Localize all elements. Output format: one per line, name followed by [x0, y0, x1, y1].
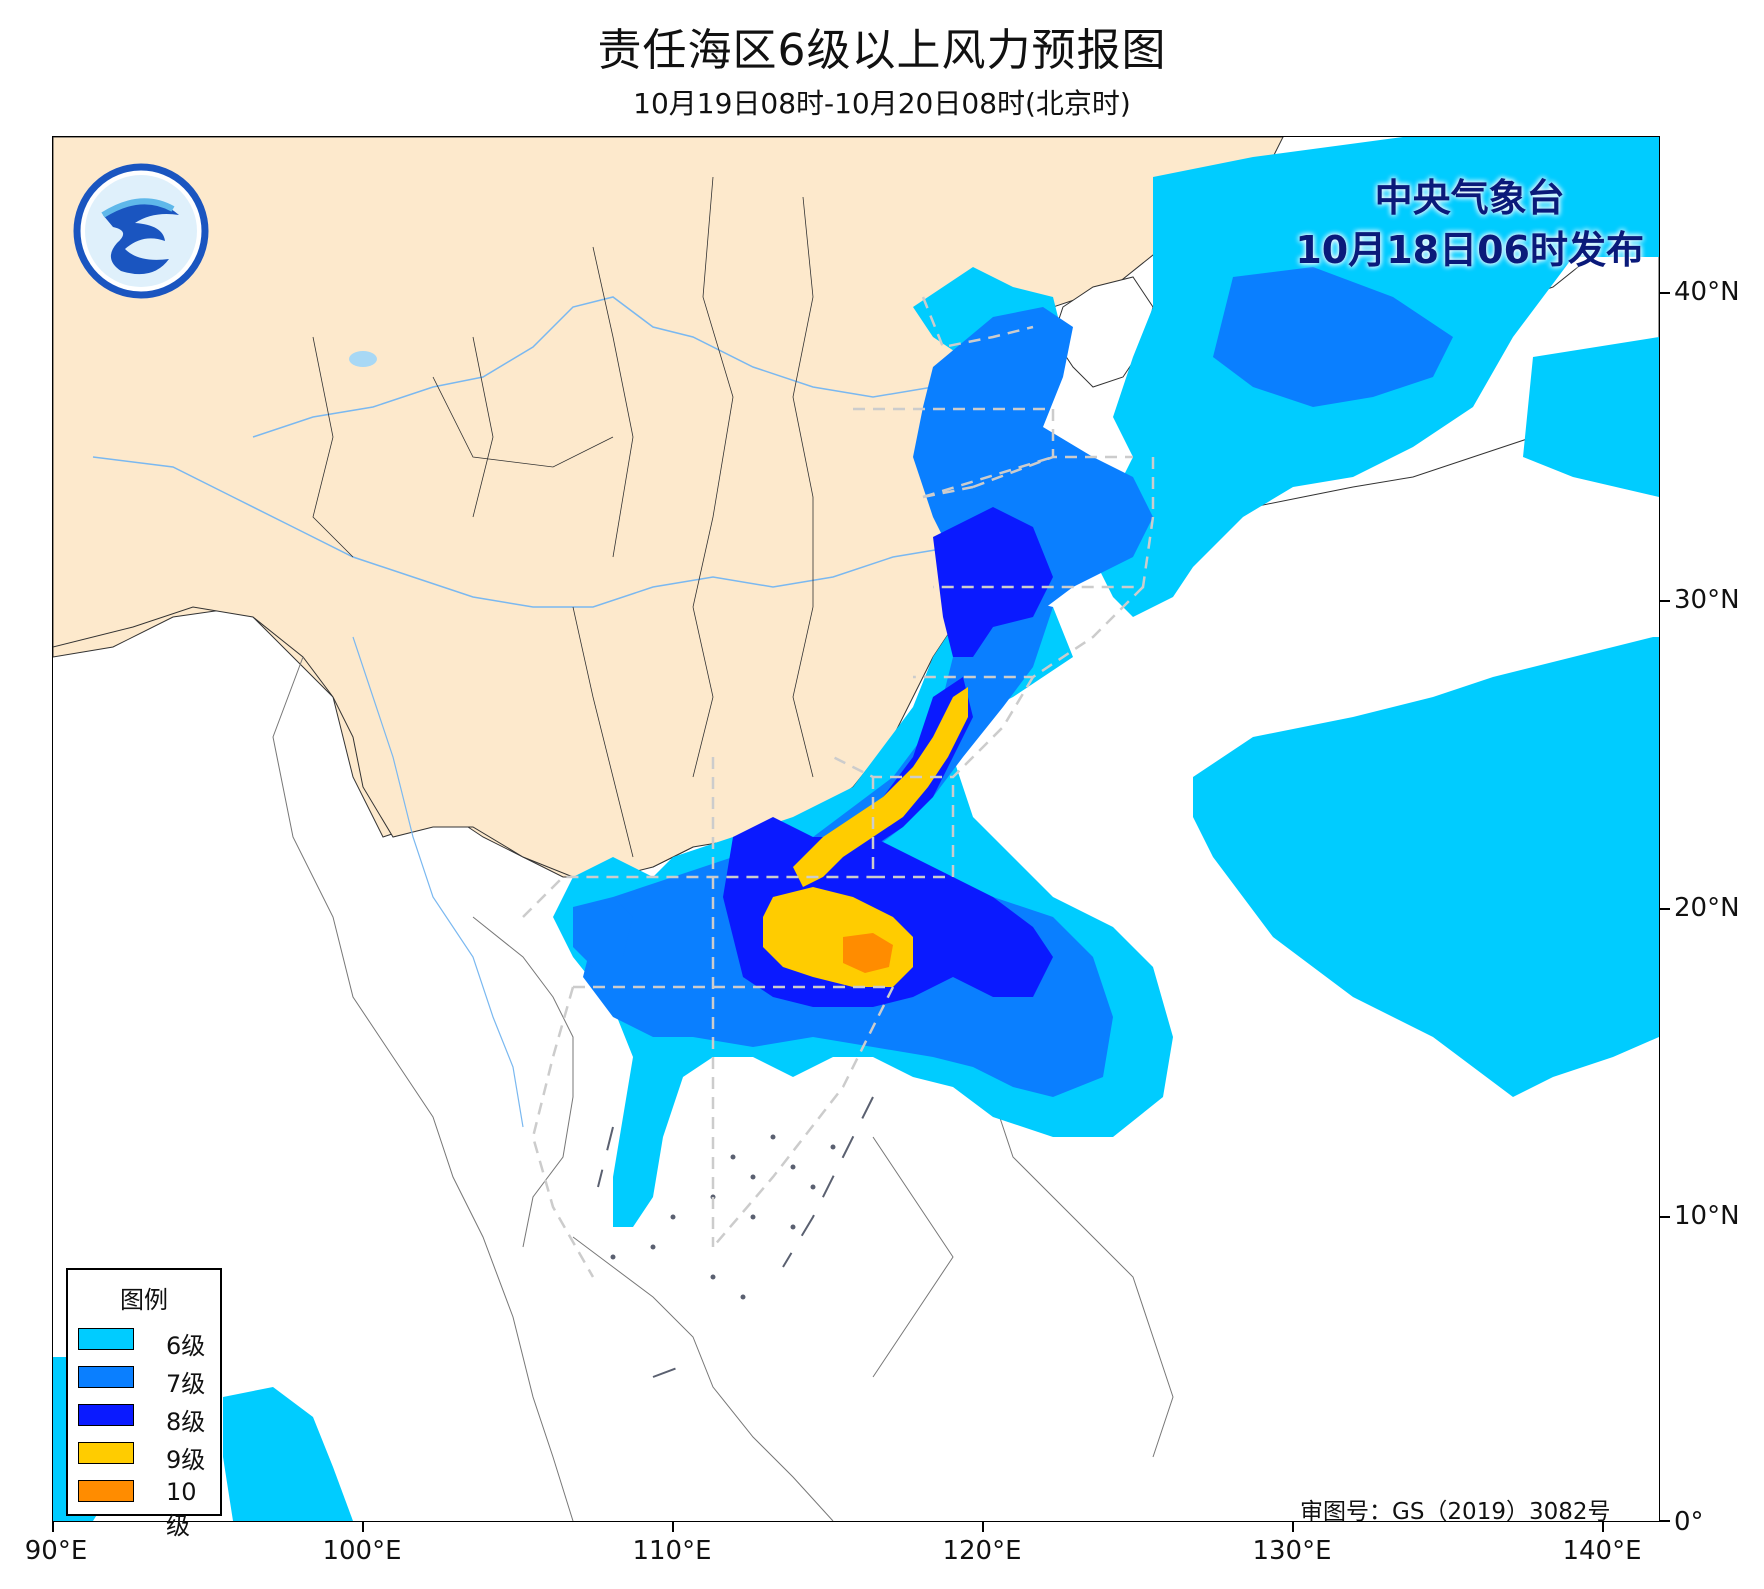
legend-title: 图例 — [120, 1286, 168, 1314]
legend-swatch — [78, 1366, 134, 1388]
approval-number: 审图号：GS（2019）3082号 — [1300, 1499, 1611, 1525]
x-tick-label: 130°E — [1252, 1536, 1332, 1566]
legend-swatch — [78, 1328, 134, 1350]
river-yellow — [252, 296, 934, 438]
x-tick-label: 120°E — [942, 1536, 1022, 1566]
y-tick-label: 10°N — [1674, 1201, 1740, 1231]
y-tick-label: 40°N — [1674, 277, 1740, 307]
x-tick-label: 140°E — [1562, 1536, 1642, 1566]
x-tickmark — [52, 1522, 54, 1532]
x-tickmark — [362, 1522, 364, 1532]
legend-item: 9级 — [78, 1440, 214, 1474]
sea-zone-lines — [522, 296, 1155, 1278]
legend-label: 9级 — [166, 1446, 206, 1474]
legend-label: 7级 — [166, 1370, 206, 1398]
issuer-name: 中央气象台 — [1374, 176, 1565, 220]
issue-time: 10月18日06时发布 — [1295, 228, 1644, 272]
legend-item: 8级 — [78, 1402, 214, 1436]
y-tickmark — [1660, 908, 1670, 910]
x-tick-label: 90°E — [24, 1536, 88, 1566]
y-tick-label: 30°N — [1674, 585, 1740, 615]
legend-swatch — [78, 1442, 134, 1464]
x-tick-label: 110°E — [632, 1536, 712, 1566]
legend-item: 7级 — [78, 1364, 214, 1398]
map-title: 责任海区6级以上风力预报图 — [597, 25, 1167, 76]
scs-islands — [610, 1134, 836, 1300]
y-tickmark — [1660, 1520, 1670, 1522]
legend-label: 10级 — [166, 1478, 197, 1540]
issuer-stamp: 中央气象台 10月18日06时发布 — [1295, 172, 1644, 276]
legend-label: 6级 — [166, 1332, 206, 1360]
x-tickmark — [1292, 1522, 1294, 1532]
y-tickmark — [1660, 1216, 1670, 1218]
y-tick-label: 20°N — [1674, 893, 1740, 923]
x-tickmark — [1602, 1522, 1604, 1532]
legend-swatch — [78, 1404, 134, 1426]
legend: 图例 6级 7级 8级 9级 10级 — [66, 1268, 222, 1540]
legend-label: 8级 — [166, 1408, 206, 1436]
cma-logo — [73, 163, 209, 299]
x-tick-label: 100°E — [322, 1536, 402, 1566]
map-canvas — [53, 137, 1659, 1521]
x-tickmark — [982, 1522, 984, 1532]
map-frame[interactable] — [52, 136, 1660, 1522]
y-tick-label: 0° — [1674, 1507, 1704, 1537]
y-tickmark — [1660, 600, 1670, 602]
lake-qinghai — [349, 351, 377, 367]
legend-item: 6级 — [78, 1326, 214, 1360]
map-subtitle: 10月19日08时-10月20日08时(北京时) — [633, 87, 1131, 120]
legend-swatch — [78, 1480, 134, 1502]
wind-level-10 — [843, 933, 893, 973]
y-tickmark — [1660, 292, 1670, 294]
legend-item: 10级 — [78, 1478, 214, 1540]
x-tickmark — [672, 1522, 674, 1532]
